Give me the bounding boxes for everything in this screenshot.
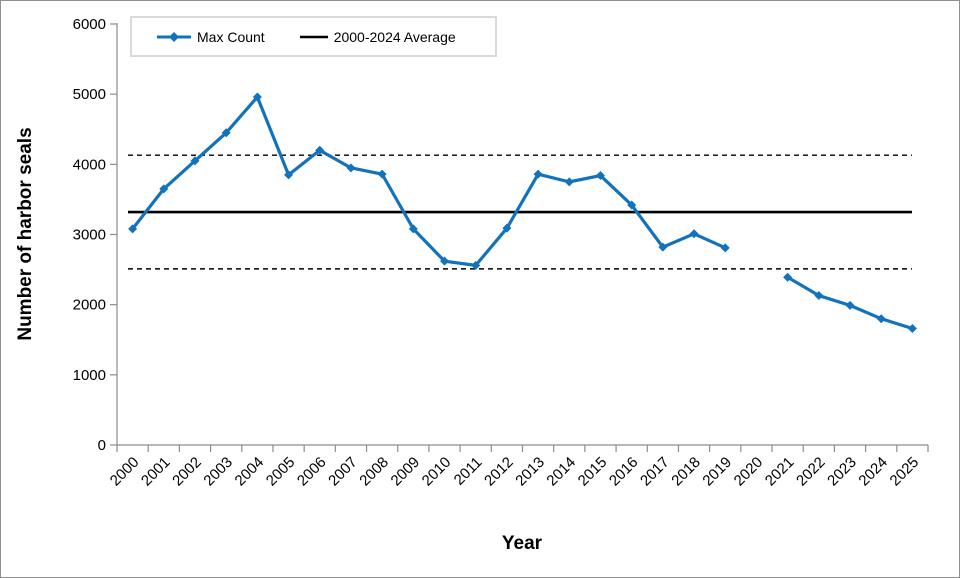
data-point-2022 — [814, 291, 824, 301]
x-tick-label: 2014 — [543, 454, 579, 490]
data-point-2024 — [876, 314, 886, 324]
x-tick-label: 2005 — [263, 454, 299, 490]
data-point-2001 — [159, 184, 169, 194]
x-tick-label: 2010 — [419, 454, 455, 490]
y-tick-label: 4000 — [73, 156, 106, 173]
x-tick-label: 2018 — [668, 454, 704, 490]
x-tick-label: 2000 — [107, 454, 143, 490]
x-tick-label: 2021 — [762, 454, 798, 490]
x-tick-label: 2002 — [169, 454, 205, 490]
line-marker-swatch-icon — [157, 31, 191, 42]
data-point-2010 — [440, 256, 450, 266]
data-point-2005 — [284, 170, 294, 180]
data-point-2016 — [627, 200, 637, 210]
data-point-2003 — [221, 128, 231, 138]
legend-label-max-count: Max Count — [197, 28, 265, 45]
data-point-2025 — [907, 324, 917, 334]
data-point-2000 — [128, 224, 138, 234]
max-count-line — [130, 95, 727, 267]
data-point-2019 — [720, 243, 730, 253]
x-tick-label: 2004 — [232, 454, 268, 490]
x-tick-label: 2023 — [824, 454, 860, 490]
data-point-2012 — [502, 223, 512, 233]
data-point-2013 — [533, 169, 543, 179]
legend-item-max-count: Max Count — [156, 29, 265, 45]
x-tick-label: 2020 — [731, 454, 767, 490]
data-point-2023 — [845, 300, 855, 310]
data-point-2002 — [190, 156, 200, 166]
x-tick-label: 2007 — [325, 454, 361, 490]
y-tick-label: 3000 — [73, 227, 106, 244]
data-point-2011 — [471, 260, 481, 270]
x-tick-label: 2003 — [200, 454, 236, 490]
legend: Max Count 2000-2024 Average — [130, 16, 497, 57]
x-axis-title: Year — [501, 533, 543, 554]
legend-diamond-marker-icon — [169, 31, 179, 42]
data-point-2014 — [564, 177, 574, 187]
y-tick-label: 0 — [98, 437, 106, 454]
data-point-2006 — [315, 145, 325, 155]
y-axis-title: Number of harbor seals — [15, 127, 36, 341]
y-tick-label: 2000 — [73, 297, 106, 314]
x-tick-label: 2016 — [606, 454, 642, 490]
x-tick-label: 2009 — [388, 454, 424, 490]
data-point-2009 — [408, 224, 418, 234]
x-tick-label: 2013 — [512, 454, 548, 490]
x-tick-label: 2015 — [575, 454, 611, 490]
x-tick-label: 2025 — [887, 454, 923, 490]
data-point-2004 — [252, 92, 262, 102]
y-tick-label: 1000 — [73, 367, 106, 384]
x-tick-label: 2006 — [294, 454, 330, 490]
x-tick-label: 2008 — [356, 454, 392, 490]
x-tick-label: 2022 — [793, 454, 829, 490]
legend-label-average: 2000-2024 Average — [333, 28, 456, 45]
data-point-2007 — [346, 163, 356, 173]
line-swatch-icon — [299, 35, 328, 38]
y-tick-label: 5000 — [73, 86, 106, 103]
data-point-2017 — [658, 242, 668, 252]
x-tick-label: 2017 — [637, 454, 673, 490]
x-tick-label: 2012 — [481, 454, 517, 490]
data-point-2015 — [595, 171, 605, 181]
y-tick-label: 6000 — [73, 16, 106, 33]
legend-item-average: 2000-2024 Average — [299, 29, 456, 45]
x-tick-label: 2001 — [138, 454, 174, 490]
data-point-2008 — [377, 169, 387, 179]
x-tick-label: 2019 — [699, 454, 735, 490]
data-point-2021 — [783, 272, 793, 282]
x-tick-label: 2024 — [855, 454, 891, 490]
data-point-2018 — [689, 229, 699, 239]
x-tick-label: 2011 — [451, 454, 486, 489]
